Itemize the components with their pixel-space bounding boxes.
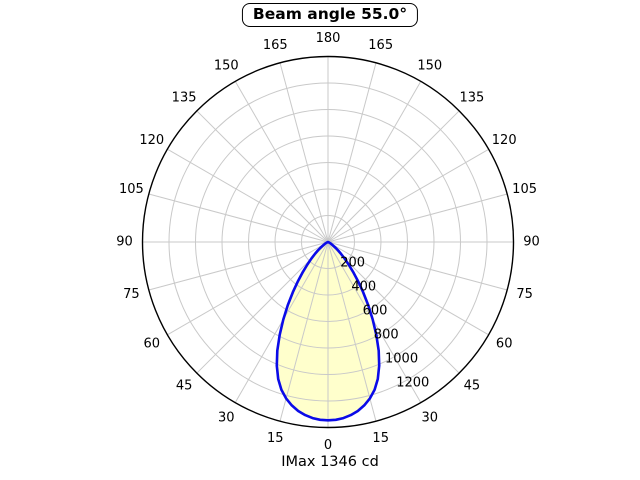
polar-grid-spoke bbox=[167, 148, 329, 243]
angle-tick-label: 15 bbox=[372, 431, 389, 446]
angle-tick-label: 135 bbox=[172, 91, 197, 106]
angle-tick-label: 60 bbox=[144, 336, 161, 351]
polar-grid-spoke bbox=[327, 62, 377, 243]
polar-grid-spoke bbox=[148, 241, 329, 291]
angle-tick-label: 90 bbox=[523, 235, 540, 250]
polar-grid-spoke bbox=[327, 241, 460, 374]
polar-grid-spoke bbox=[148, 193, 329, 243]
angle-tick-label: 120 bbox=[492, 133, 517, 148]
angle-tick-label: 165 bbox=[368, 38, 393, 53]
angle-tick-label: 45 bbox=[464, 378, 481, 393]
angle-tick-label: 105 bbox=[119, 182, 144, 197]
angle-tick-label: 90 bbox=[116, 235, 133, 250]
angle-tick-label: 75 bbox=[516, 287, 533, 302]
polar-grid-spoke bbox=[279, 241, 329, 422]
polar-grid-spoke bbox=[327, 241, 489, 336]
angle-tick-label: 75 bbox=[123, 287, 140, 302]
radial-tick-label: 600 bbox=[363, 304, 388, 319]
angle-tick-label: 180 bbox=[316, 31, 341, 46]
angle-tick-label: 60 bbox=[496, 336, 513, 351]
angle-tick-label: 150 bbox=[417, 58, 442, 73]
polar-grid-spoke bbox=[234, 81, 329, 243]
polar-grid-spoke bbox=[327, 193, 508, 243]
beam-angle-title-box: Beam angle 55.0° bbox=[241, 3, 419, 27]
polar-grid-spoke bbox=[327, 81, 422, 243]
angle-tick-label: 120 bbox=[139, 133, 164, 148]
angle-tick-label: 165 bbox=[263, 38, 288, 53]
polar-grid-spoke bbox=[327, 110, 460, 243]
polar-grid-spoke bbox=[196, 241, 329, 374]
beam-angle-title: Beam angle 55.0° bbox=[252, 5, 408, 23]
angle-tick-label: 30 bbox=[218, 411, 235, 426]
angle-tick-label: 0 bbox=[324, 438, 332, 453]
polar-grid-spoke bbox=[167, 241, 329, 336]
angle-tick-label: 15 bbox=[267, 431, 284, 446]
polar-grid-spoke bbox=[196, 110, 329, 243]
polar-grid-spoke bbox=[279, 62, 329, 243]
angle-tick-label: 45 bbox=[176, 378, 193, 393]
polar-grid-spoke bbox=[327, 148, 489, 243]
outer-circle bbox=[141, 55, 515, 429]
angle-tick-label: 150 bbox=[214, 58, 239, 73]
radial-tick-label: 400 bbox=[351, 280, 376, 295]
polar-grid-spoke bbox=[327, 241, 377, 422]
angle-tick-label: 135 bbox=[459, 91, 484, 106]
radial-tick-label: 200 bbox=[340, 256, 365, 271]
radial-tick-label: 1200 bbox=[396, 376, 429, 391]
angle-tick-label: 30 bbox=[422, 411, 439, 426]
radial-tick-label: 800 bbox=[374, 328, 399, 343]
imax-caption: IMax 1346 cd bbox=[281, 454, 379, 470]
angle-tick-label: 105 bbox=[512, 182, 537, 197]
beam-curve bbox=[275, 240, 381, 422]
radial-tick-label: 1000 bbox=[385, 352, 418, 367]
polar-grid-spoke bbox=[327, 241, 508, 291]
